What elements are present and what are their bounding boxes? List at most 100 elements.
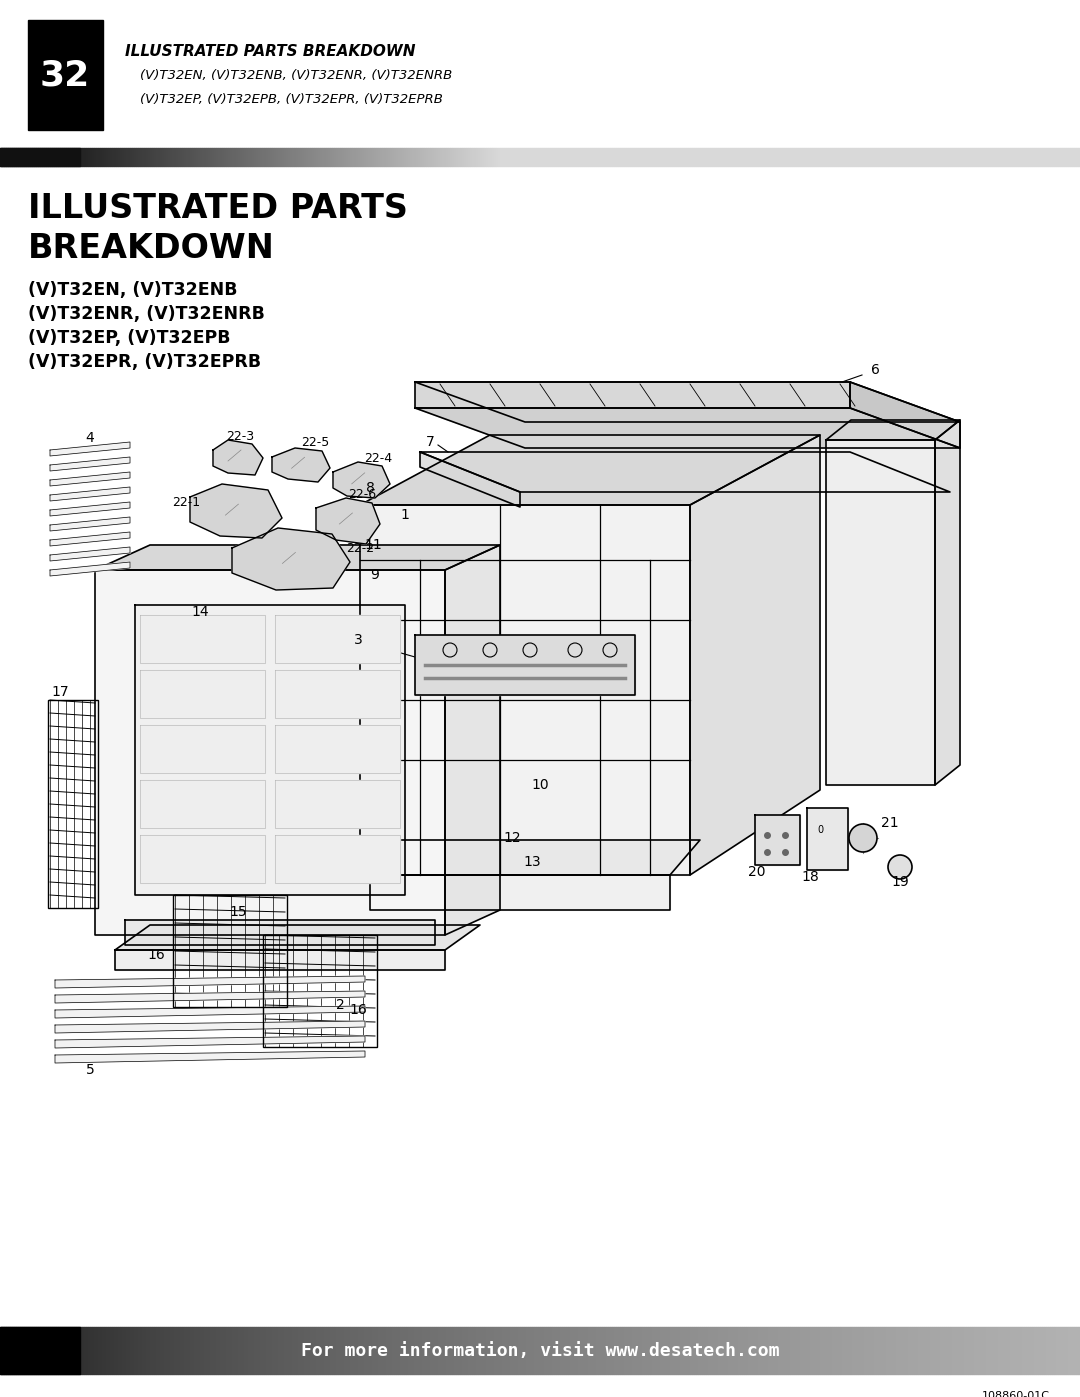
Bar xyxy=(1010,1327,1012,1375)
Bar xyxy=(174,148,176,166)
Bar xyxy=(872,1327,874,1375)
Bar xyxy=(626,148,627,166)
Bar xyxy=(120,148,122,166)
Bar xyxy=(156,148,158,166)
Bar xyxy=(318,1327,320,1375)
Bar xyxy=(846,148,848,166)
Bar xyxy=(1024,148,1026,166)
Bar xyxy=(248,148,249,166)
Bar xyxy=(596,148,598,166)
Bar xyxy=(1018,1327,1020,1375)
Bar xyxy=(38,148,40,166)
Bar xyxy=(356,148,357,166)
Bar xyxy=(330,148,332,166)
Bar xyxy=(62,148,64,166)
Bar xyxy=(764,148,766,166)
Bar xyxy=(192,148,194,166)
Bar xyxy=(6,1327,8,1375)
Bar xyxy=(420,148,422,166)
Bar xyxy=(322,148,324,166)
Bar xyxy=(154,148,156,166)
Bar xyxy=(326,148,328,166)
Bar xyxy=(848,1327,850,1375)
Bar xyxy=(735,148,738,166)
Bar xyxy=(306,148,308,166)
Bar xyxy=(482,148,484,166)
Bar xyxy=(926,1327,928,1375)
Bar xyxy=(130,148,132,166)
Bar xyxy=(430,148,432,166)
Bar xyxy=(644,148,646,166)
Bar xyxy=(874,1327,876,1375)
Bar xyxy=(854,148,856,166)
Bar xyxy=(580,148,582,166)
Bar xyxy=(962,1327,964,1375)
Text: For more information, visit www.desatech.com: For more information, visit www.desatech… xyxy=(300,1341,780,1359)
Bar xyxy=(1036,148,1038,166)
Bar xyxy=(692,148,694,166)
Bar xyxy=(202,1327,204,1375)
Bar xyxy=(758,1327,760,1375)
Bar xyxy=(598,148,600,166)
Bar xyxy=(800,148,802,166)
Bar xyxy=(432,148,434,166)
Bar xyxy=(75,148,76,166)
Bar xyxy=(828,1327,831,1375)
Text: 1: 1 xyxy=(401,509,409,522)
Polygon shape xyxy=(415,636,635,694)
Bar xyxy=(298,1327,300,1375)
Bar xyxy=(982,148,984,166)
Bar xyxy=(249,148,252,166)
Text: 10: 10 xyxy=(531,778,549,792)
Bar xyxy=(998,1327,1000,1375)
Bar xyxy=(108,148,110,166)
Polygon shape xyxy=(360,504,690,875)
Bar xyxy=(232,148,234,166)
Bar xyxy=(532,1327,534,1375)
Bar xyxy=(968,148,970,166)
Bar xyxy=(104,148,106,166)
Bar xyxy=(876,1327,878,1375)
Bar xyxy=(308,148,310,166)
Bar xyxy=(710,1327,712,1375)
Bar xyxy=(222,1327,224,1375)
Bar xyxy=(1064,148,1066,166)
Bar xyxy=(346,1327,348,1375)
Bar xyxy=(218,148,220,166)
Bar xyxy=(1040,148,1042,166)
Bar xyxy=(750,1327,752,1375)
Bar xyxy=(446,148,448,166)
Bar xyxy=(456,1327,458,1375)
Bar xyxy=(856,1327,858,1375)
Bar xyxy=(14,1327,16,1375)
Bar xyxy=(604,1327,606,1375)
Bar xyxy=(552,148,554,166)
Bar xyxy=(856,148,858,166)
Bar xyxy=(712,1327,714,1375)
Text: 13: 13 xyxy=(523,855,541,869)
Bar xyxy=(528,1327,530,1375)
Bar xyxy=(24,1327,26,1375)
Bar xyxy=(320,148,322,166)
Bar xyxy=(256,148,258,166)
Text: 108860-01C: 108860-01C xyxy=(982,1391,1050,1397)
Bar xyxy=(480,1327,482,1375)
Polygon shape xyxy=(55,1021,365,1032)
Bar xyxy=(900,148,902,166)
Bar xyxy=(210,148,212,166)
Bar xyxy=(694,148,696,166)
Bar xyxy=(746,1327,748,1375)
Bar xyxy=(348,148,350,166)
Bar xyxy=(380,148,382,166)
Bar xyxy=(406,148,408,166)
Polygon shape xyxy=(370,875,670,909)
Bar xyxy=(70,148,72,166)
Bar xyxy=(806,148,808,166)
Bar xyxy=(662,148,664,166)
Bar xyxy=(864,1327,866,1375)
Bar xyxy=(854,1327,856,1375)
Bar xyxy=(984,148,986,166)
Bar xyxy=(166,148,168,166)
Bar xyxy=(890,148,892,166)
Bar xyxy=(426,1327,428,1375)
